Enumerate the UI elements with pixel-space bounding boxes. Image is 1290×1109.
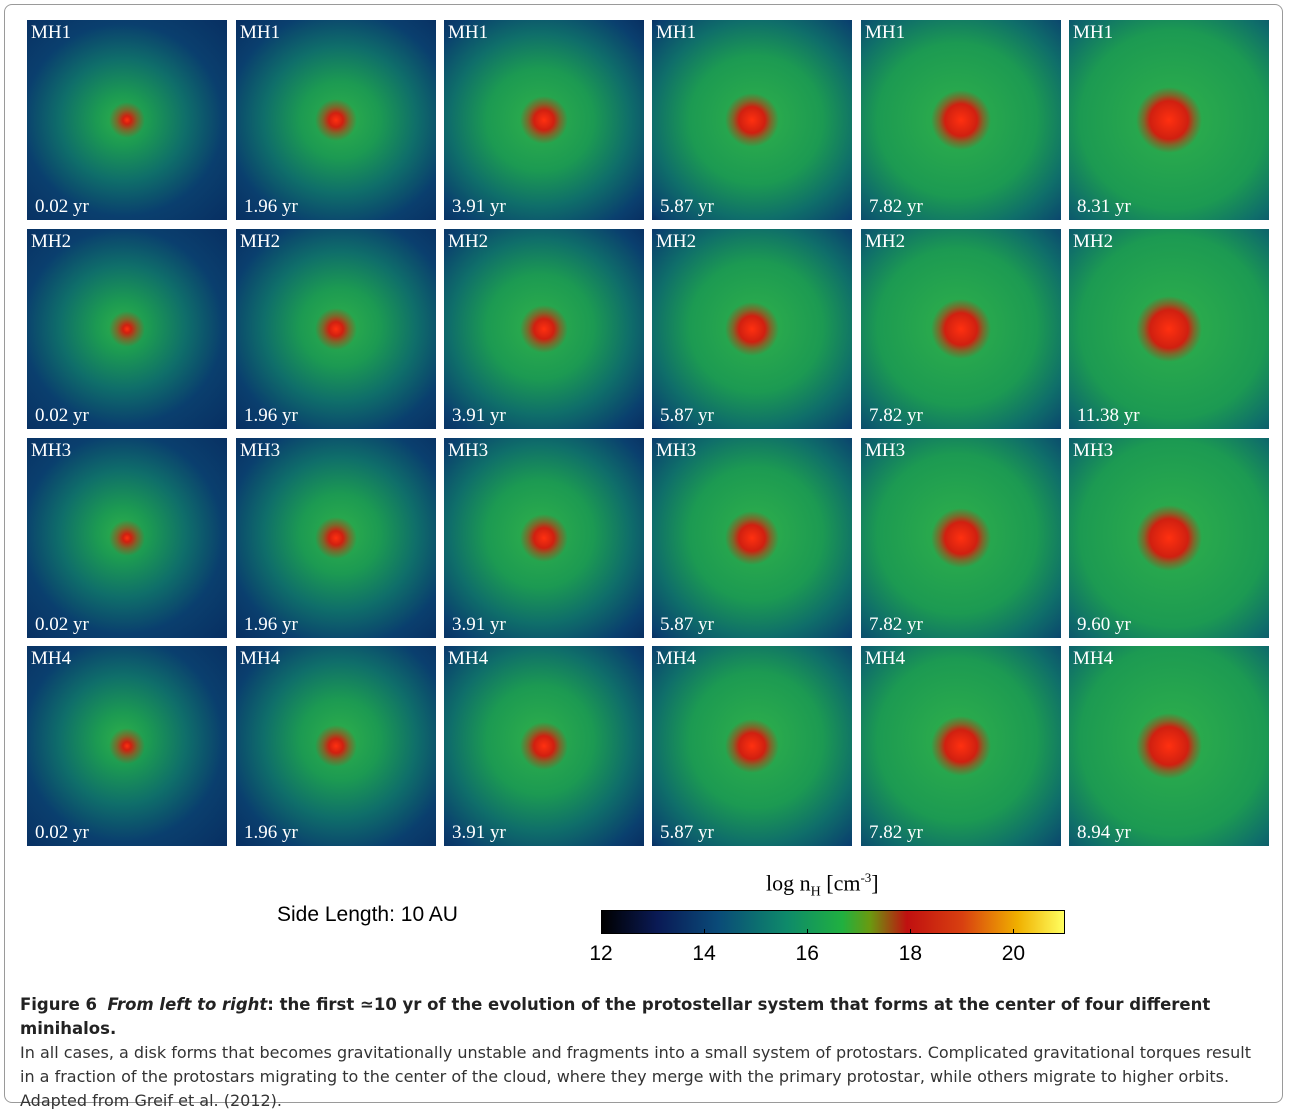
halo-label: MH1 (448, 22, 489, 43)
colorbar-tick-label: 18 (898, 942, 923, 965)
halo-label: MH1 (1073, 22, 1114, 43)
colorbar (601, 910, 1065, 934)
time-label: 1.96 yr (244, 405, 298, 426)
colorbar-tick (910, 929, 912, 934)
simulation-panel: MH4 5.87 yr (652, 646, 852, 846)
time-label: 0.02 yr (35, 405, 89, 426)
time-label: 8.31 yr (1077, 196, 1131, 217)
time-label: 5.87 yr (660, 196, 714, 217)
colorbar-tick (807, 929, 809, 934)
simulation-panel: MH3 1.96 yr (236, 438, 436, 638)
simulation-panel: MH2 1.96 yr (236, 229, 436, 429)
figure-number: Figure 6 (20, 995, 98, 1014)
simulation-panel: MH2 3.91 yr (444, 229, 644, 429)
time-label: 0.02 yr (35, 614, 89, 635)
time-label: 1.96 yr (244, 196, 298, 217)
halo-label: MH2 (865, 231, 906, 252)
simulation-panel: MH2 0.02 yr (27, 229, 227, 429)
halo-label: MH3 (656, 440, 697, 461)
time-label: 3.91 yr (452, 405, 506, 426)
caption-body: In all cases, a disk forms that becomes … (20, 1043, 1251, 1109)
colorbar-tick (601, 929, 602, 934)
halo-label: MH1 (240, 22, 281, 43)
colorbar-tick (1013, 929, 1015, 934)
halo-label: MH1 (865, 22, 906, 43)
halo-label: MH4 (240, 648, 281, 669)
time-label: 7.82 yr (869, 614, 923, 635)
time-label: 11.38 yr (1077, 405, 1140, 426)
label-main: log n (766, 870, 811, 896)
time-label: 5.87 yr (660, 614, 714, 635)
italic-lead: From left to right (107, 995, 268, 1014)
simulation-panel: MH3 7.82 yr (861, 438, 1061, 638)
time-label: 3.91 yr (452, 196, 506, 217)
halo-label: MH2 (240, 231, 281, 252)
halo-label: MH4 (448, 648, 489, 669)
colorbar-label: log nH [cm-3] (766, 870, 879, 901)
halo-label: MH3 (31, 440, 72, 461)
colorbar-tick-label: 16 (795, 942, 819, 965)
label-sub: H (810, 884, 821, 900)
time-label: 0.02 yr (35, 822, 89, 843)
colorbar-tick-label: 12 (589, 942, 613, 965)
time-label: 7.82 yr (869, 822, 923, 843)
halo-label: MH2 (448, 231, 489, 252)
simulation-panel: MH3 5.87 yr (652, 438, 852, 638)
simulation-panel: MH1 5.87 yr (652, 20, 852, 220)
simulation-panel: MH4 1.96 yr (236, 646, 436, 846)
simulation-panel: MH1 3.91 yr (444, 20, 644, 220)
simulation-panel: MH3 9.60 yr (1069, 438, 1269, 638)
halo-label: MH4 (1073, 648, 1114, 669)
label-unit: [cm (820, 870, 861, 896)
simulation-panel: MH2 5.87 yr (652, 229, 852, 429)
halo-label: MH3 (1073, 440, 1114, 461)
simulation-panel: MH3 3.91 yr (444, 438, 644, 638)
caption: Figure 6 From left to right: the first ≃… (20, 993, 1270, 1109)
halo-label: MH1 (31, 22, 72, 43)
label-sup: -3 (860, 870, 872, 885)
simulation-panel: MH4 8.94 yr (1069, 646, 1269, 846)
time-label: 9.60 yr (1077, 614, 1131, 635)
time-label: 0.02 yr (35, 196, 89, 217)
simulation-panel: MH2 11.38 yr (1069, 229, 1269, 429)
halo-label: MH4 (865, 648, 906, 669)
halo-label: MH3 (448, 440, 489, 461)
halo-label: MH2 (656, 231, 697, 252)
side-length: Side Length: 10 AU (277, 903, 458, 926)
time-label: 3.91 yr (452, 614, 506, 635)
caption-bold: : the first ≃10 yr of the evolution of t… (20, 995, 1211, 1038)
simulation-panel: MH3 0.02 yr (27, 438, 227, 638)
time-label: 1.96 yr (244, 614, 298, 635)
halo-label: MH1 (656, 22, 697, 43)
time-label: 1.96 yr (244, 822, 298, 843)
time-label: 3.91 yr (452, 822, 506, 843)
colorbar-tick (704, 929, 706, 934)
figure-frame (4, 4, 1283, 1103)
colorbar-tick-label: 20 (1001, 942, 1026, 965)
time-label: 7.82 yr (869, 405, 923, 426)
simulation-panel: MH4 7.82 yr (861, 646, 1061, 846)
halo-label: MH3 (865, 440, 906, 461)
halo-label: MH2 (1073, 231, 1114, 252)
halo-label: MH2 (31, 231, 72, 252)
colorbar-tick-label: 14 (692, 942, 716, 965)
time-label: 5.87 yr (660, 405, 714, 426)
time-label: 7.82 yr (869, 196, 923, 217)
label-close: ] (871, 870, 879, 896)
simulation-panel: MH1 0.02 yr (27, 20, 227, 220)
time-label: 8.94 yr (1077, 822, 1131, 843)
simulation-panel: MH4 0.02 yr (27, 646, 227, 846)
time-label: 5.87 yr (660, 822, 714, 843)
halo-label: MH4 (656, 648, 697, 669)
halo-label: MH4 (31, 648, 72, 669)
simulation-panel: MH1 8.31 yr (1069, 20, 1269, 220)
simulation-panel: MH4 3.91 yr (444, 646, 644, 846)
halo-label: MH3 (240, 440, 281, 461)
simulation-panel: MH2 7.82 yr (861, 229, 1061, 429)
simulation-panel: MH1 1.96 yr (236, 20, 436, 220)
simulation-panel: MH1 7.82 yr (861, 20, 1061, 220)
